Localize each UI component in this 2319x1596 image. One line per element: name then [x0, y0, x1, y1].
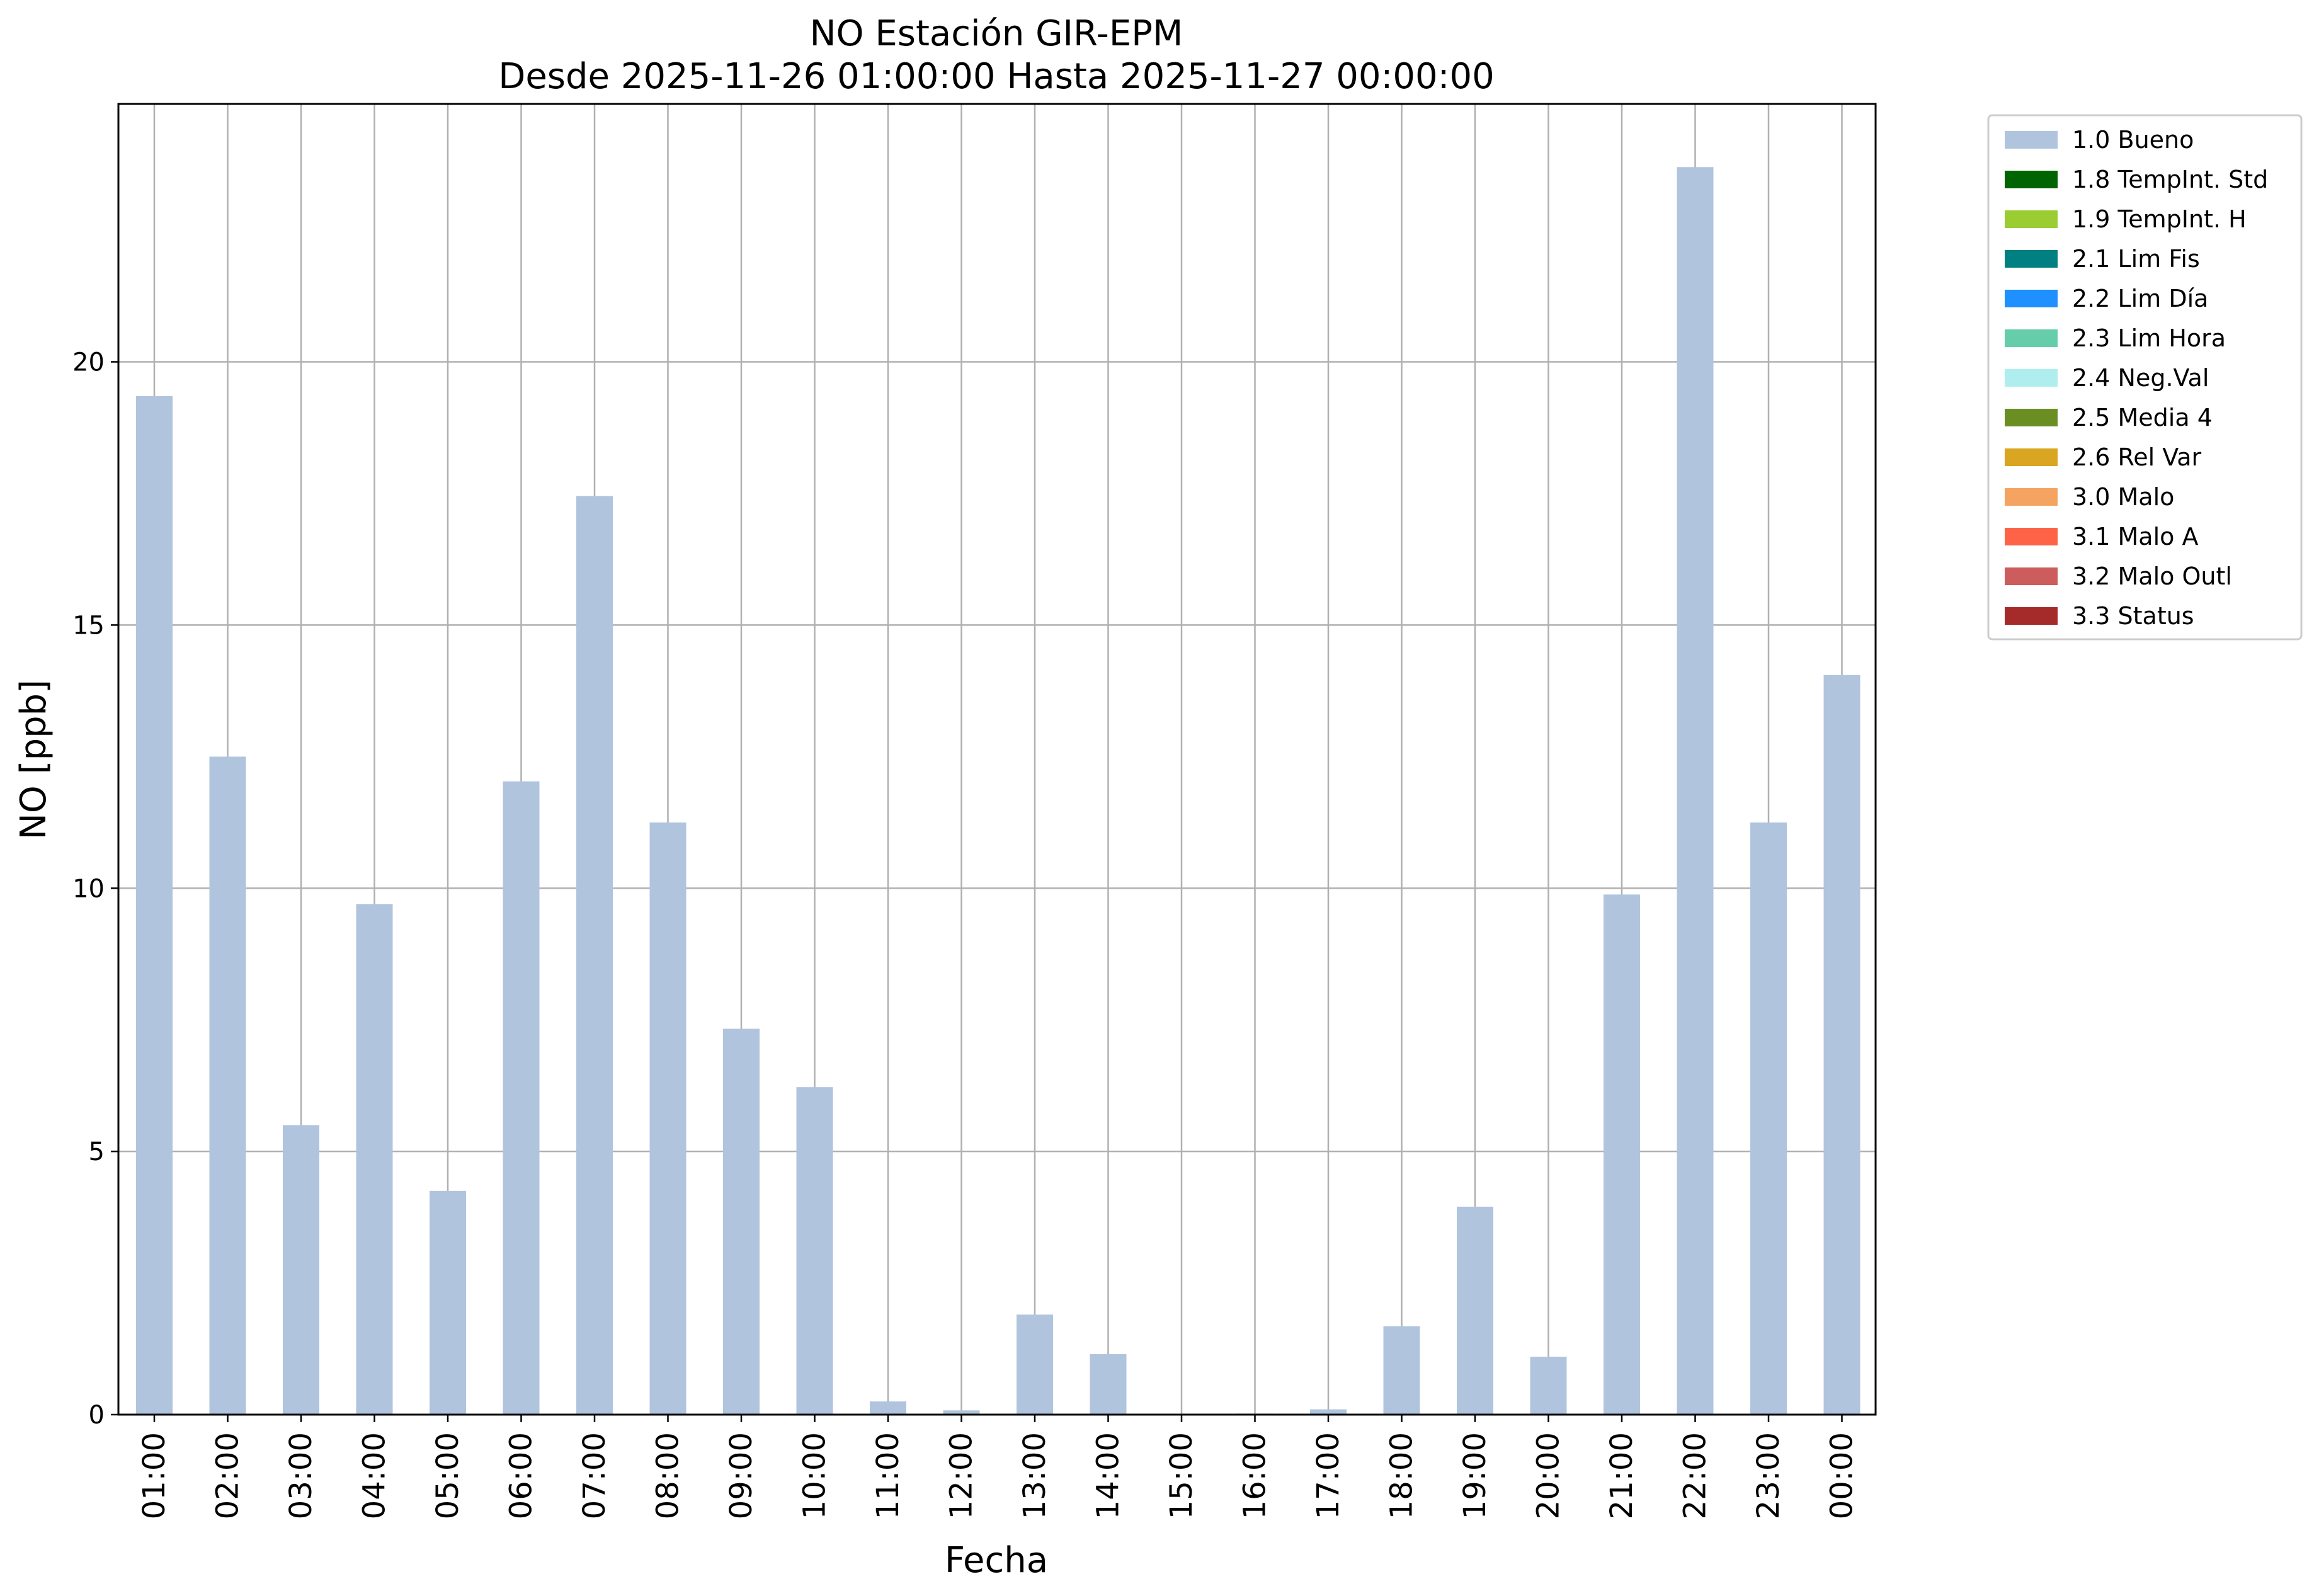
legend-swatch	[2005, 607, 2058, 625]
legend-label: 2.5 Media 4	[2072, 404, 2213, 431]
x-tick-label: 12:00	[944, 1432, 979, 1519]
bar	[136, 396, 173, 1415]
chart-subtitle: Desde 2025-11-26 01:00:00 Hasta 2025-11-…	[498, 56, 1495, 97]
legend-label: 1.0 Bueno	[2072, 126, 2194, 154]
legend-label: 1.8 TempInt. Std	[2072, 166, 2268, 193]
bar	[1604, 894, 1640, 1415]
legend-frame	[1987, 114, 2303, 641]
y-tick-label: 5	[89, 1137, 105, 1166]
bar	[1310, 1409, 1347, 1415]
x-tick-label: 20:00	[1531, 1432, 1566, 1519]
legend-label: 2.4 Neg.Val	[2072, 364, 2209, 392]
legend-swatch	[2005, 329, 2058, 347]
bar	[1457, 1206, 1493, 1415]
bar	[430, 1190, 466, 1415]
legend-swatch	[2005, 448, 2058, 466]
bar	[503, 781, 540, 1415]
bar	[283, 1125, 319, 1415]
legend-swatch	[2005, 210, 2058, 228]
bars	[136, 167, 1860, 1415]
legend-label: 2.1 Lim Fis	[2072, 245, 2200, 273]
legend-label: 3.2 Malo Outl	[2072, 562, 2232, 590]
x-tick-label: 22:00	[1678, 1432, 1713, 1519]
x-tick-label: 06:00	[504, 1432, 539, 1519]
bar	[1750, 822, 1787, 1415]
x-tick-label: 10:00	[797, 1432, 833, 1519]
legend-label: 3.3 Status	[2072, 602, 2194, 630]
x-tick-label: 23:00	[1751, 1432, 1786, 1519]
x-tick-label: 15:00	[1164, 1432, 1199, 1519]
legend-swatch	[2005, 488, 2058, 506]
y-tick-label: 0	[89, 1401, 105, 1430]
bar	[943, 1410, 980, 1415]
legend-swatch	[2005, 528, 2058, 545]
bar	[209, 756, 246, 1415]
x-tick-label: 11:00	[870, 1432, 906, 1519]
legend-label: 2.3 Lim Hora	[2072, 324, 2226, 352]
legend-label: 1.9 TempInt. H	[2072, 205, 2247, 233]
legend-swatch	[2005, 250, 2058, 268]
x-tick-label: 02:00	[210, 1432, 246, 1519]
bar	[796, 1087, 833, 1415]
legend-label: 2.6 Rel Var	[2072, 443, 2202, 471]
legend-swatch	[2005, 171, 2058, 188]
x-ticks: 01:00 02:00 03:00 04:00 05:00 06:00 07:00 08:00…	[137, 1415, 1860, 1519]
x-tick-label: 18:00	[1384, 1432, 1420, 1519]
bar	[1017, 1314, 1053, 1415]
y-axis-label: NO [ppb]	[13, 680, 54, 840]
bar	[1383, 1326, 1420, 1415]
x-tick-label: 14:00	[1091, 1432, 1126, 1519]
legend-swatch	[2005, 290, 2058, 307]
legend-swatch	[2005, 567, 2058, 585]
chart-title: NO Estación GIR-EPM	[810, 13, 1183, 54]
bar	[1677, 167, 1714, 1415]
x-tick-label: 09:00	[724, 1432, 759, 1519]
y-tick-label: 20	[72, 348, 105, 377]
x-tick-label: 21:00	[1604, 1432, 1639, 1519]
legend: 1.0 Bueno 1.8 TempInt. Std 1.9 TempInt. H 2…	[1987, 114, 2303, 641]
x-tick-label: 03:00	[283, 1432, 319, 1519]
legend-label: 3.0 Malo	[2072, 483, 2174, 511]
bar	[723, 1029, 760, 1415]
x-tick-label: 13:00	[1017, 1432, 1052, 1519]
x-tick-label: 17:00	[1311, 1432, 1346, 1519]
bar	[1530, 1357, 1567, 1415]
x-tick-label: 01:00	[137, 1432, 172, 1519]
legend-label: 2.2 Lim Día	[2072, 285, 2208, 312]
plot-frame	[117, 103, 1877, 1416]
bar	[576, 496, 613, 1415]
x-tick-label: 00:00	[1825, 1432, 1860, 1519]
x-tick-label: 08:00	[651, 1432, 686, 1519]
x-tick-label: 05:00	[430, 1432, 465, 1519]
y-tick-label: 10	[72, 874, 105, 903]
x-tick-label: 16:00	[1238, 1432, 1273, 1519]
legend-swatch	[2005, 369, 2058, 387]
legend-swatch	[2005, 131, 2058, 149]
bar	[649, 822, 687, 1415]
bar	[356, 904, 393, 1415]
x-tick-label: 19:00	[1457, 1432, 1493, 1519]
y-ticks: 0 5 10 15 20	[72, 348, 118, 1430]
x-tick-label: 04:00	[357, 1432, 392, 1519]
bar	[1823, 675, 1860, 1415]
x-tick-label: 07:00	[577, 1432, 612, 1519]
legend-swatch	[2005, 409, 2058, 426]
bar	[1090, 1354, 1127, 1415]
x-axis-label: Fecha	[945, 1540, 1048, 1581]
bar	[870, 1401, 906, 1415]
y-tick-label: 15	[72, 611, 105, 640]
legend-label: 3.1 Malo A	[2072, 523, 2198, 550]
